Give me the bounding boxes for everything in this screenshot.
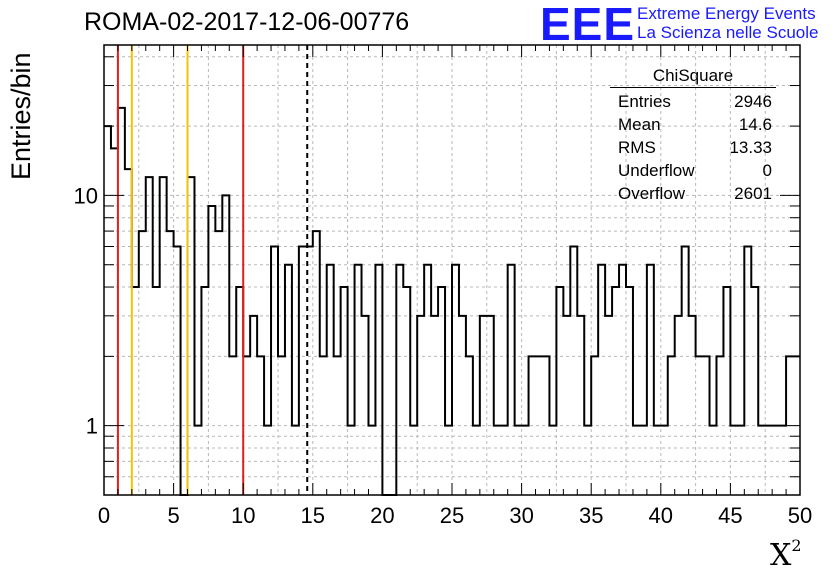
plot-title: ROMA-02-2017-12-06-00776 [84, 8, 410, 36]
x-tick-label: 45 [718, 503, 742, 528]
stats-row-overflow: Overflow 2601 [610, 182, 776, 205]
stats-value: 0 [762, 161, 772, 180]
x-tick-label: 10 [231, 503, 255, 528]
logo-line-1: Extreme Energy Events [637, 4, 816, 23]
stats-label: Entries [618, 92, 671, 111]
stats-title: ChiSquare [610, 66, 776, 88]
x-tick-label: 0 [98, 503, 110, 528]
stats-row-rms: RMS 13.33 [610, 136, 776, 159]
stats-row-entries: Entries 2946 [610, 90, 776, 113]
stats-value: 2946 [734, 92, 772, 111]
stats-box: ChiSquare Entries 2946 Mean 14.6 RMS 13.… [610, 66, 776, 205]
x-tick-label: 35 [579, 503, 603, 528]
logo-line-2: La Scienza nelle Scuole [637, 23, 819, 42]
histogram-step-line [104, 106, 800, 496]
stats-value: 2601 [734, 184, 772, 203]
eee-logo: EEE [540, 0, 636, 50]
y-tick-label: 1 [86, 414, 98, 439]
x-axis-label: X2 [770, 536, 802, 573]
x-tick-label: 40 [649, 503, 673, 528]
stats-row-mean: Mean 14.6 [610, 113, 776, 136]
stats-value: 14.6 [738, 115, 772, 134]
y-axis-label: Entries/bin [6, 52, 36, 180]
stats-label: RMS [618, 138, 656, 157]
x-tick-label: 20 [370, 503, 394, 528]
stats-label: Underflow [618, 161, 695, 180]
y-tick-label: 10 [74, 183, 98, 208]
stats-row-underflow: Underflow 0 [610, 159, 776, 182]
x-tick-label: 50 [788, 503, 812, 528]
x-tick-label: 30 [509, 503, 533, 528]
x-tick-label: 5 [167, 503, 179, 528]
x-tick-label: 15 [301, 503, 325, 528]
stats-label: Overflow [618, 184, 686, 203]
x-tick-label: 25 [440, 503, 464, 528]
stats-value: 13.33 [729, 138, 772, 157]
stats-label: Mean [618, 115, 661, 134]
